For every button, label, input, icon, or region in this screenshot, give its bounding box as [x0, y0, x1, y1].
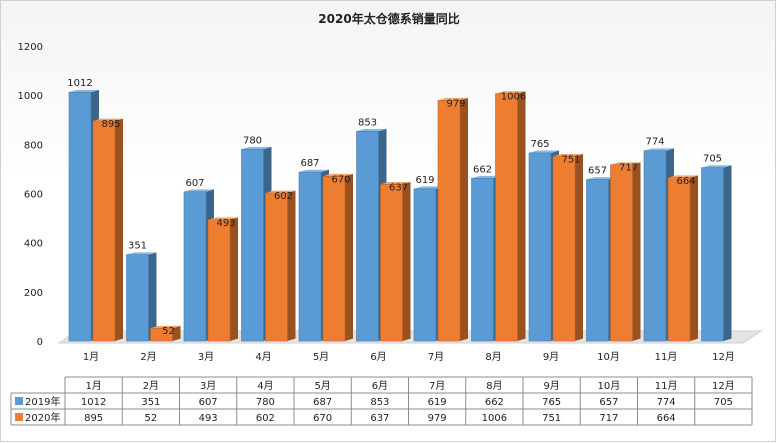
x-category-label: 7月: [428, 351, 444, 363]
table-cell: 687: [313, 397, 332, 408]
table-header-cell: 3月: [200, 380, 216, 392]
table-cell: 1012: [81, 397, 106, 408]
table-header-cell: 11月: [655, 380, 678, 392]
legend-label: 2020年: [25, 411, 60, 424]
bar-2020: [322, 173, 353, 342]
data-label-2019: 780: [243, 135, 262, 146]
y-tick-label: 1000: [18, 91, 43, 102]
bar-2020: [380, 182, 411, 342]
table-cell: 705: [714, 397, 733, 408]
table-cell: 780: [256, 397, 275, 408]
data-label-2019: 351: [128, 241, 147, 252]
data-label-2019: 662: [473, 164, 492, 175]
data-label-2019: 687: [300, 158, 319, 169]
table-cell: 657: [599, 397, 618, 408]
table-cell: 351: [141, 397, 160, 408]
x-category-label: 10月: [597, 351, 620, 363]
table-header-cell: 8月: [486, 380, 502, 392]
x-category-label: 12月: [712, 351, 735, 363]
table-cell: 662: [485, 397, 504, 408]
table-header-cell: 6月: [372, 380, 388, 392]
data-label-2019: 607: [185, 178, 204, 189]
table-cell: 619: [428, 397, 447, 408]
y-tick-label: 800: [24, 140, 43, 151]
bar-2020: [667, 175, 698, 342]
data-label-2020: 52: [162, 326, 175, 337]
x-category-label: 11月: [655, 351, 678, 363]
bar-2020: [207, 217, 238, 342]
x-category-label: 8月: [485, 351, 501, 363]
table-cell: 607: [199, 397, 218, 408]
legend-label: 2019年: [25, 395, 60, 408]
table-cell: 602: [256, 413, 275, 424]
bar-2019: [701, 165, 732, 342]
bar-2020: [92, 118, 123, 342]
legend-swatch: [15, 413, 23, 421]
table-cell: 751: [542, 413, 561, 424]
data-label-2019: 774: [645, 137, 664, 148]
y-tick-label: 1200: [18, 42, 43, 53]
x-category-label: 9月: [543, 351, 559, 363]
data-label-2020: 1006: [501, 92, 526, 103]
x-category-label: 1月: [83, 351, 99, 363]
chart-title: 2020年太仓德系销量同比: [318, 11, 459, 26]
table-header-cell: 7月: [429, 380, 445, 392]
x-category-label: 5月: [313, 351, 329, 363]
table-cell: 664: [657, 413, 676, 424]
table-cell: 774: [657, 397, 676, 408]
data-table: 1月 1012 895 2月 351 52 3月 607 493 4月 780 602 5月 687 670…: [10, 376, 753, 426]
data-label-2019: 765: [530, 139, 549, 150]
bar-2020: [265, 190, 296, 342]
data-label-2019: 705: [703, 154, 722, 165]
table-cell: 765: [542, 397, 561, 408]
table-cell: 979: [428, 413, 447, 424]
bar-2020: [495, 91, 526, 342]
data-label-2020: 637: [389, 182, 408, 193]
table-cell: 717: [599, 413, 618, 424]
y-tick-label: 400: [24, 239, 43, 250]
bar-2020: [437, 97, 468, 342]
data-label-2019: 853: [358, 117, 377, 128]
data-label-2020: 751: [561, 154, 580, 165]
data-label-2020: 895: [101, 119, 120, 130]
y-tick-label: 600: [24, 190, 43, 201]
data-label-2020: 664: [676, 176, 695, 187]
bar-2019: [126, 252, 157, 342]
x-category-label: 3月: [198, 351, 214, 363]
x-category-label: 4月: [255, 351, 271, 363]
legend-swatch: [15, 397, 23, 405]
y-tick-label: 200: [24, 288, 43, 299]
table-header-cell: 1月: [85, 380, 101, 392]
table-header-cell: 2月: [143, 380, 159, 392]
table-cell: 895: [84, 413, 103, 424]
table-header-cell: 5月: [314, 380, 330, 392]
bar-2020: [150, 325, 181, 342]
bar-2020: [552, 153, 583, 342]
data-label-2019: 1012: [67, 78, 92, 89]
table-cell: 853: [370, 397, 389, 408]
table-header-cell: 12月: [712, 380, 735, 392]
data-label-2019: 657: [588, 165, 607, 176]
data-label-2020: 979: [446, 98, 465, 109]
table-cell: 1006: [482, 413, 507, 424]
data-label-2020: 602: [274, 191, 293, 202]
data-label-2020: 670: [331, 174, 350, 185]
table-header-cell: 10月: [598, 380, 621, 392]
table-cell: 670: [313, 413, 332, 424]
table-cell: 637: [370, 413, 389, 424]
table-header-cell: 4月: [257, 380, 273, 392]
x-category-label: 2月: [140, 351, 156, 363]
table-cell: 493: [199, 413, 218, 424]
y-tick-label: 0: [37, 337, 43, 348]
table-header-cell: 9月: [543, 380, 559, 392]
data-label-2020: 493: [216, 218, 235, 229]
data-label-2020: 717: [619, 163, 638, 174]
bar-2020: [610, 162, 641, 342]
data-label-2019: 619: [415, 175, 434, 186]
table-cell: 52: [145, 413, 158, 424]
x-category-label: 6月: [370, 351, 386, 363]
